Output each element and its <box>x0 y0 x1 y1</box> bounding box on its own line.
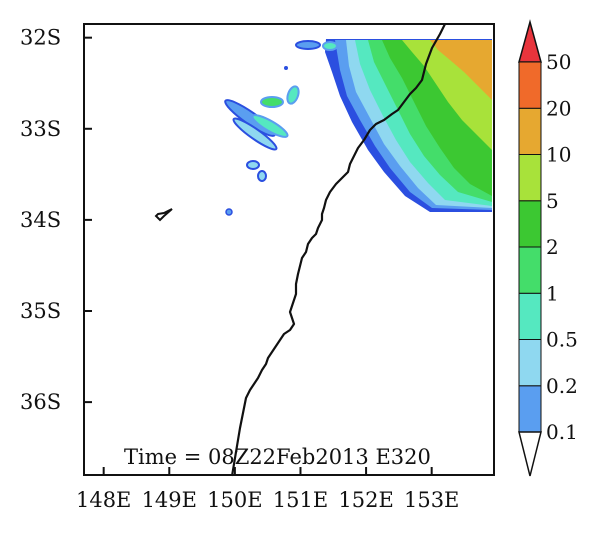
colorbar: 0.1 0.2 0.5 1 2 5 10 20 50 <box>518 19 578 477</box>
lake-outline <box>154 208 173 222</box>
colorbar-box <box>518 61 542 109</box>
colorbar-label: 0.1 <box>546 420 578 444</box>
colorbar-label: 2 <box>546 235 559 259</box>
rain-band <box>251 114 289 138</box>
lat-tick-label: 34S <box>20 208 61 232</box>
colorbar-label: 0.5 <box>546 328 578 352</box>
colorbar-box <box>518 200 542 248</box>
rain-band <box>286 85 300 105</box>
lat-tick-label: 33S <box>20 117 61 141</box>
rain-band <box>246 160 260 170</box>
colorbar-box <box>518 246 542 294</box>
colorbar-box <box>518 339 542 387</box>
lon-tick-label: 151E <box>273 488 328 512</box>
colorbar-box <box>518 154 542 202</box>
rainfall-field <box>224 39 492 216</box>
rain-region-orange <box>430 40 492 100</box>
lat-tick-label: 36S <box>20 390 61 414</box>
colorbar-label: 10 <box>546 143 571 167</box>
colorbar-box <box>518 292 542 340</box>
latitude-axis: 32S 33S 34S 35S 36S <box>20 26 92 414</box>
colorbar-label: 5 <box>546 189 559 213</box>
lon-tick-label: 150E <box>207 488 262 512</box>
colorbar-label: 0.2 <box>546 374 578 398</box>
rain-bands-west <box>224 40 338 216</box>
colorbar-label: 50 <box>546 50 571 74</box>
colorbar-box <box>518 107 542 155</box>
time-annotation: Time = 08Z22Feb2013 E320 <box>124 445 431 469</box>
lon-tick-label: 149E <box>142 488 197 512</box>
rain-band <box>260 96 284 108</box>
rain-band <box>284 66 288 70</box>
rain-band <box>295 40 321 50</box>
rain-band <box>225 208 233 216</box>
rain-band <box>232 117 278 151</box>
rain-band <box>322 41 338 51</box>
rain-band <box>257 170 267 182</box>
colorbar-label: 1 <box>546 281 559 305</box>
colorbar-label: 20 <box>546 96 571 120</box>
longitude-axis: 148E 149E 150E 151E 152E 153E <box>76 467 459 512</box>
map-frame <box>83 23 495 476</box>
colorbar-bottom-triangle <box>518 431 542 477</box>
lon-tick-label: 152E <box>338 488 393 512</box>
lat-tick-label: 35S <box>20 299 61 323</box>
lat-tick-label: 32S <box>20 26 61 50</box>
lon-tick-label: 148E <box>76 488 131 512</box>
lon-tick-label: 153E <box>404 488 459 512</box>
colorbar-top-triangle <box>518 19 542 63</box>
colorbar-box <box>518 385 542 433</box>
coastline <box>230 23 446 477</box>
